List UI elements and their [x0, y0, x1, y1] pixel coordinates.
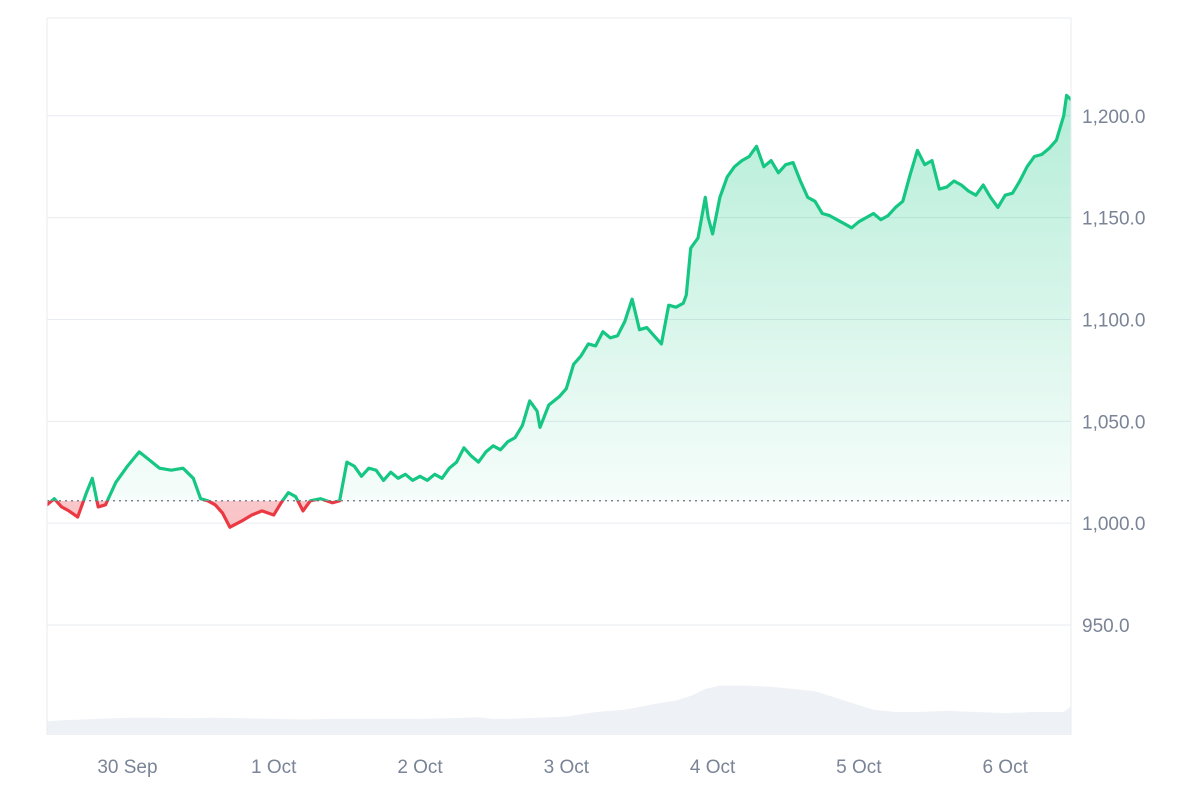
x-tick-label-1: 1 Oct: [251, 757, 297, 778]
x-tick-label-2: 2 Oct: [397, 757, 443, 778]
x-tick-label-0: 30 Sep: [97, 757, 157, 778]
x-tick-label-6: 6 Oct: [982, 757, 1028, 778]
price-area-down: [47, 500, 1071, 528]
price-area-layer: [47, 95, 1071, 528]
price-area-up: [51, 95, 1071, 501]
price-line-up[interactable]: [47, 93, 1071, 527]
y-tick-label-3: 1,100.0: [1082, 310, 1145, 331]
x-tick-label-5: 5 Oct: [836, 757, 882, 778]
price-line-layer[interactable]: [47, 93, 1071, 529]
volume-layer: [47, 685, 1071, 735]
x-tick-label-3: 3 Oct: [544, 757, 590, 778]
y-tick-label-2: 1,050.0: [1082, 412, 1145, 433]
volume-area: [47, 685, 1071, 735]
y-tick-label-4: 1,150.0: [1082, 209, 1145, 230]
x-tick-label-4: 4 Oct: [690, 757, 736, 778]
y-tick-label-1: 1,000.0: [1082, 514, 1145, 535]
price-line-down[interactable]: [47, 95, 1071, 529]
y-tick-label-5: 1,200.0: [1082, 107, 1145, 128]
x-axis: 30 Sep 1 Oct 2 Oct 3 Oct 4 Oct 5 Oct 6 Oct: [97, 757, 1028, 778]
plot-frame: [46, 17, 1072, 735]
y-axis: 950.0 1,000.0 1,050.0 1,100.0 1,150.0 1,200.0: [1082, 107, 1145, 637]
y-tick-label-0: 950.0: [1082, 616, 1130, 637]
